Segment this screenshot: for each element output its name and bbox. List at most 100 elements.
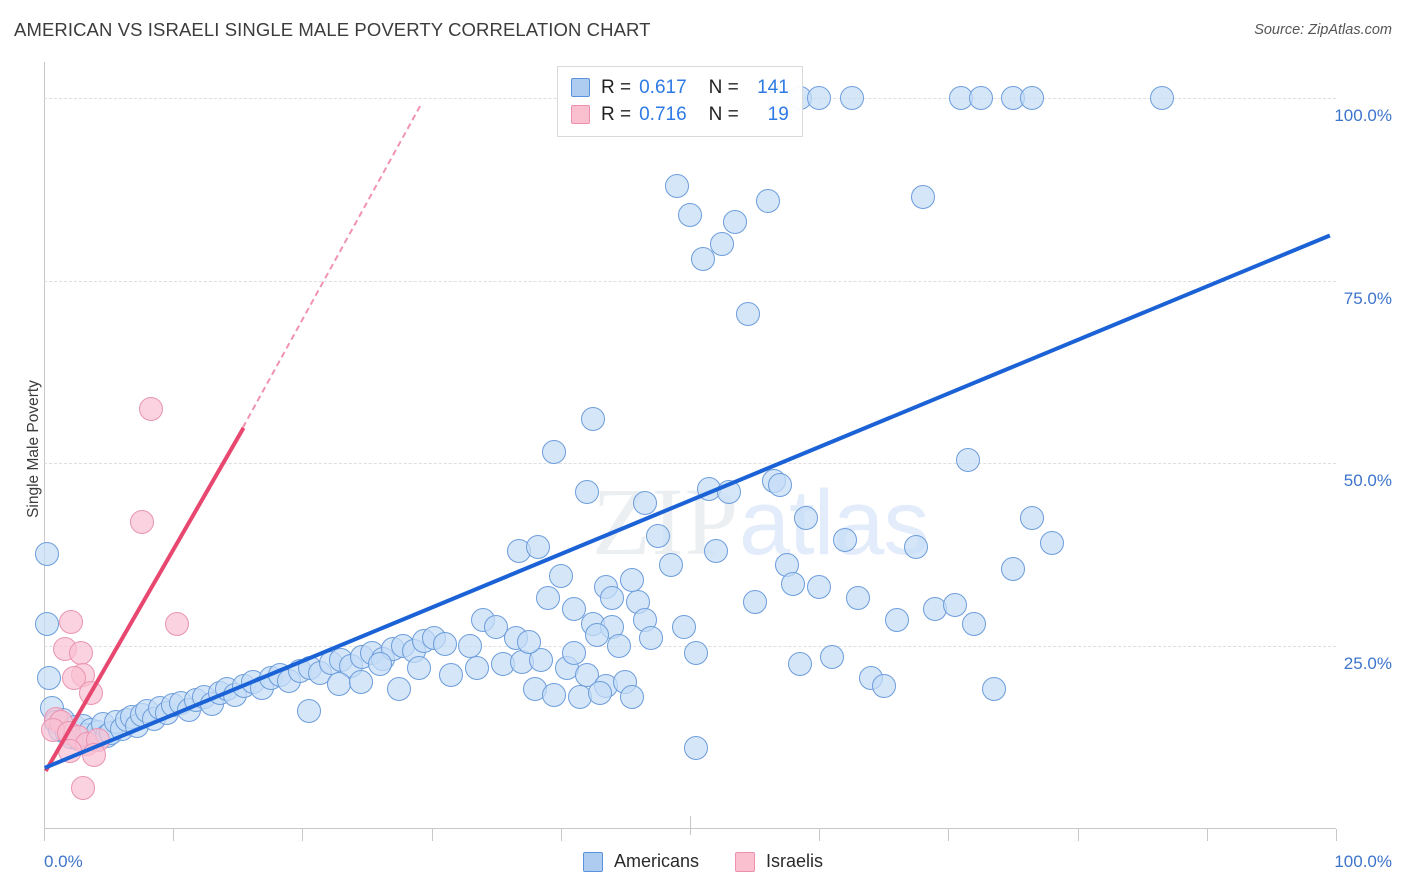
data-point-blue[interactable] [1149, 86, 1174, 111]
data-point-blue[interactable] [438, 662, 463, 687]
data-point-blue[interactable] [723, 210, 748, 235]
data-point-blue[interactable] [942, 593, 967, 618]
data-point-blue[interactable] [516, 629, 541, 654]
data-point-blue[interactable] [807, 575, 832, 600]
data-point-pink[interactable] [61, 666, 86, 691]
x-axis-label-max: 100.0% [1334, 852, 1392, 871]
data-point-blue[interactable] [716, 480, 741, 505]
data-point-blue[interactable] [606, 633, 631, 658]
data-point-blue[interactable] [37, 666, 62, 691]
data-point-pink[interactable] [59, 609, 84, 634]
swatch-israelis-icon [571, 105, 590, 124]
x-axis-tick [1077, 829, 1079, 841]
data-point-blue[interactable] [981, 677, 1006, 702]
data-point-blue[interactable] [348, 670, 373, 695]
data-point-pink[interactable] [82, 743, 107, 768]
data-point-blue[interactable] [632, 491, 657, 516]
data-point-blue[interactable] [955, 447, 980, 472]
data-point-blue[interactable] [658, 553, 683, 578]
data-point-blue[interactable] [584, 622, 609, 647]
data-point-pink[interactable] [69, 640, 94, 665]
data-point-blue[interactable] [755, 188, 780, 213]
data-point-blue[interactable] [581, 407, 606, 432]
data-point-blue[interactable] [406, 655, 431, 680]
data-point-pink[interactable] [57, 739, 82, 764]
data-point-blue[interactable] [884, 608, 909, 633]
data-point-blue[interactable] [1039, 531, 1064, 556]
data-point-blue[interactable] [296, 699, 321, 724]
data-point-blue[interactable] [645, 524, 670, 549]
data-point-blue[interactable] [910, 184, 935, 209]
data-point-pink[interactable] [70, 775, 95, 800]
data-point-blue[interactable] [962, 611, 987, 636]
data-point-blue[interactable] [833, 527, 858, 552]
data-point-blue[interactable] [1001, 557, 1025, 582]
data-point-pink[interactable] [139, 396, 164, 421]
data-point-pink[interactable] [165, 611, 190, 636]
data-point-blue[interactable] [639, 626, 664, 651]
x-axis-tick [431, 829, 433, 841]
data-point-blue[interactable] [458, 633, 483, 658]
data-point-blue[interactable] [619, 567, 644, 592]
data-point-pink[interactable] [130, 509, 155, 534]
data-point-blue[interactable] [703, 538, 728, 563]
data-point-blue[interactable] [432, 632, 457, 657]
data-point-blue[interactable] [807, 86, 832, 111]
data-point-blue[interactable] [690, 246, 715, 271]
data-point-pink[interactable] [78, 681, 103, 706]
data-point-blue[interactable] [736, 301, 761, 326]
data-point-blue[interactable] [464, 655, 489, 680]
data-point-blue[interactable] [839, 86, 864, 111]
data-point-blue[interactable] [525, 535, 550, 560]
data-point-blue[interactable] [542, 683, 567, 708]
data-point-blue[interactable] [548, 564, 573, 589]
data-point-blue[interactable] [845, 586, 870, 611]
data-point-blue[interactable] [742, 589, 767, 614]
x-axis-tick [302, 829, 304, 841]
x-axis-tick [44, 829, 45, 841]
data-point-blue[interactable] [367, 651, 392, 676]
legend-item-israelis[interactable]: Israelis [735, 851, 823, 872]
data-point-blue[interactable] [600, 586, 625, 611]
data-point-blue[interactable] [871, 673, 896, 698]
x-axis-tick [1206, 829, 1208, 841]
data-point-blue[interactable] [542, 440, 567, 465]
source-attribution: Source: ZipAtlas.com [1254, 22, 1392, 38]
trendline-americans [44, 233, 1332, 770]
x-axis-tick [560, 829, 562, 841]
data-point-blue[interactable] [561, 640, 586, 665]
data-point-blue[interactable] [710, 232, 735, 257]
data-point-blue[interactable] [574, 662, 599, 687]
x-axis-tick [690, 816, 691, 835]
data-point-blue[interactable] [787, 651, 812, 676]
data-point-blue[interactable] [781, 571, 806, 596]
data-point-blue[interactable] [326, 671, 351, 696]
data-point-blue[interactable] [587, 681, 612, 706]
data-point-blue[interactable] [387, 677, 412, 702]
data-point-blue[interactable] [574, 480, 599, 505]
data-point-blue[interactable] [34, 542, 59, 567]
data-point-blue[interactable] [1020, 86, 1045, 111]
data-point-blue[interactable] [794, 505, 819, 530]
data-point-blue[interactable] [684, 735, 709, 760]
data-point-blue[interactable] [619, 684, 644, 709]
data-point-blue[interactable] [1020, 505, 1045, 530]
stats-row-americans: R = 0.617 N = 141 [571, 74, 789, 101]
legend-swatch-americans-icon [582, 851, 603, 872]
plot-area: ZIPatlas [34, 62, 1336, 828]
data-point-blue[interactable] [671, 615, 696, 640]
data-point-blue[interactable] [684, 640, 709, 665]
data-point-blue[interactable] [665, 174, 690, 199]
data-point-blue[interactable] [34, 611, 59, 636]
y-axis-tick-label: 75.0% [1343, 288, 1392, 308]
trendline-israelis-extrapolated [241, 105, 421, 428]
swatch-americans-icon [571, 78, 590, 97]
legend-item-americans[interactable]: Americans [582, 851, 699, 872]
data-point-blue[interactable] [820, 644, 845, 669]
data-point-blue[interactable] [768, 473, 793, 498]
data-point-blue[interactable] [535, 586, 560, 611]
data-point-blue[interactable] [968, 86, 993, 111]
data-point-blue[interactable] [904, 535, 929, 560]
data-point-blue[interactable] [678, 203, 702, 228]
